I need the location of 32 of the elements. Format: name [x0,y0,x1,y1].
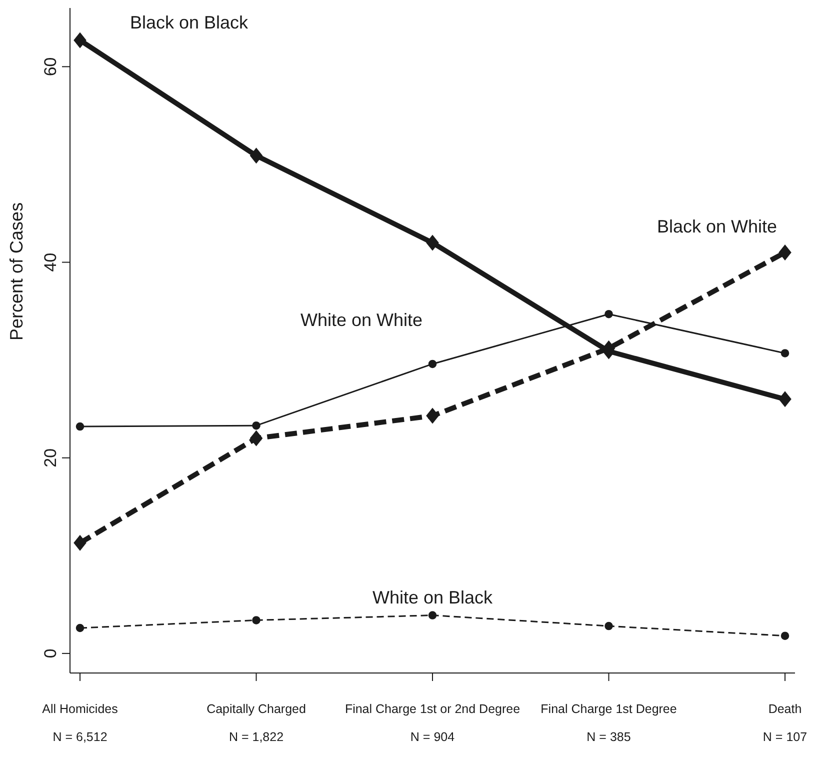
point [76,624,84,632]
y-tick-label: 0 [41,648,60,658]
y-axis-title: Percent of Cases [6,202,26,340]
point [780,632,790,640]
point [252,616,260,624]
point [76,422,84,431]
point [250,148,263,164]
point [252,421,260,430]
y-tick-label: 60 [41,57,60,76]
x-tick-label: Death N = 107 [762,702,808,744]
point [426,408,439,424]
x-tick-label: All Homicides N = 6,512 [42,702,118,744]
y-tick-label: 40 [41,252,60,272]
point [778,244,792,260]
point [250,430,263,446]
y-tick-label: 20 [41,448,60,468]
point [778,391,792,408]
point [604,622,613,630]
x-tick-label: Final Charge 1st Degree N = 385 [540,702,677,744]
point [428,611,437,620]
series-label: White on White [300,310,422,330]
x-tick-label: Final Charge 1st or 2nd Degree N = 904 [344,702,520,744]
point [74,32,86,48]
point [74,534,86,551]
point [780,349,790,358]
point [426,234,439,251]
point [428,360,437,368]
series-label: Black on White [656,216,777,236]
x-tick-label: Capitally Charged N = 1,822 [206,702,306,744]
series-label: White on Black [372,587,494,608]
series-label: Black on Black [130,12,250,32]
point [604,310,613,318]
